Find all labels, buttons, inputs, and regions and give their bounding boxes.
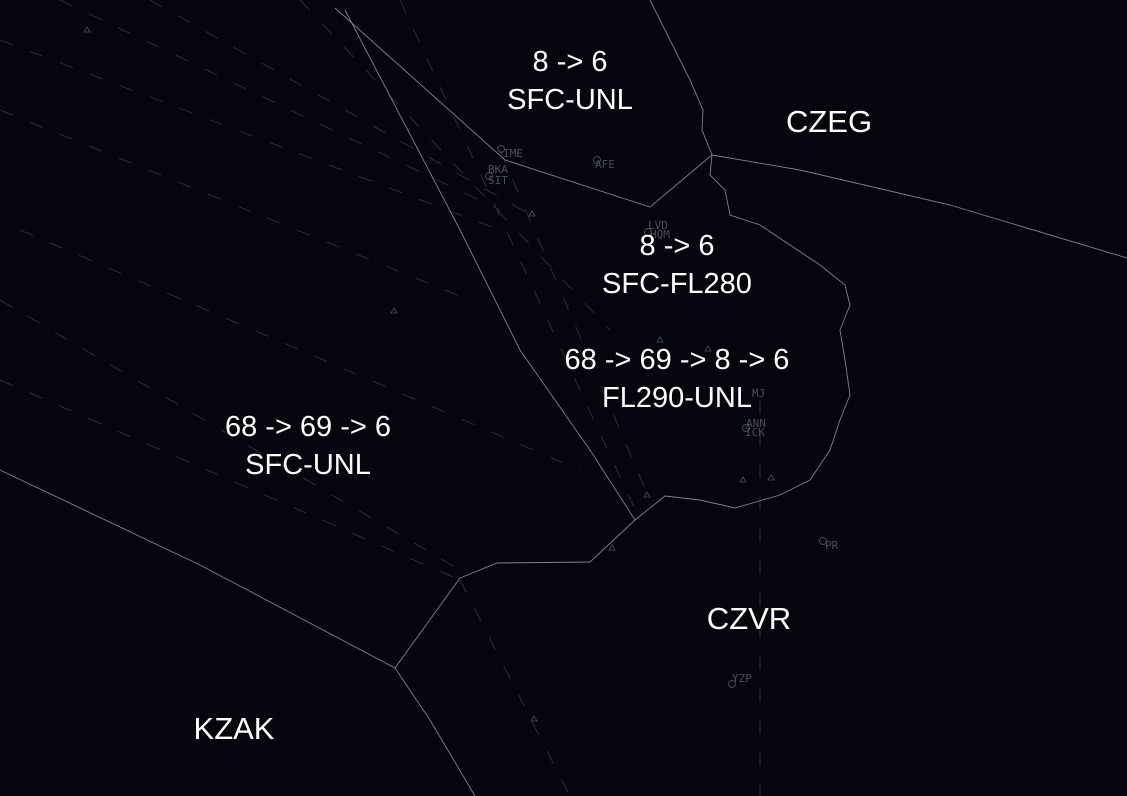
fix-label: BKA [488,163,508,176]
sector-sequence: 68 -> 69 -> 8 -> 6 [564,344,790,376]
czeg-boundary [711,154,1127,259]
triangle-icon [608,544,616,551]
triangle-icon [390,307,398,314]
triangle-icon [739,476,747,483]
airway-route [59,0,501,211]
fix-label: MJ [752,387,765,400]
airway-route [0,379,461,581]
airway-route [459,579,571,796]
fix-label: LVD [648,219,668,232]
fix-bka[interactable]: BKA [488,163,508,176]
vor-icon [485,172,493,180]
fix-lvd[interactable]: LVD [648,219,668,232]
airway-route [0,109,471,301]
sector-label-east-high: 68 -> 69 -> 8 -> 6 FL290-UNL [565,341,790,417]
fix-yzp[interactable]: YZP [728,672,753,688]
kzak-boundary-south [394,667,476,796]
vor-icon [728,680,736,688]
triangle-icon [528,210,536,217]
triangle-icon [530,715,538,722]
vor-icon [593,156,601,164]
sector-label-west: 68 -> 69 -> 6 SFC-UNL [225,408,391,484]
fix-sit[interactable]: SIT [485,172,509,188]
north-sector-boundary [334,0,713,208]
triangle-icon [643,491,651,498]
east-sector-boundary [634,154,851,521]
airway-route [0,299,461,571]
kzak-boundary-north [0,469,461,669]
south-sector-boundary [459,519,636,579]
airway-route [19,229,581,471]
fix-label: AFE [595,158,615,171]
fir-label-czeg: CZEG [785,104,873,139]
sector-label-north: 8 -> 6 SFC-UNL [507,43,633,119]
airway-route [0,39,501,231]
fix-label: HQM [650,228,670,241]
airway-route [499,149,651,501]
navaid-triangles [83,26,775,722]
sector-altitude: FL290-UNL [602,382,752,414]
fix-label: ICK [745,426,765,439]
fix-label: SIT [488,174,508,187]
airway-routes [0,0,761,796]
fix-mj[interactable]: MJ [752,387,765,400]
triangle-icon [767,474,775,481]
fix-label: PR [825,539,839,552]
fir-label-czvr: CZVR [706,601,792,636]
sector-altitude: SFC-UNL [507,84,633,116]
fix-hqm[interactable]: HQM [644,228,671,241]
sector-sequence: 8 -> 6 [532,46,608,78]
fir-label-kzak: KZAK [193,711,275,746]
airway-route [149,0,541,221]
fix-ick[interactable]: ICK [742,424,766,440]
west-sector-divider [344,9,636,521]
airway-route [299,0,611,331]
fix-pr[interactable]: PR [819,537,839,553]
fix-afe[interactable]: AFE [593,156,615,172]
vor-icon [819,537,827,545]
vor-icon [742,424,750,432]
triangle-icon [83,26,91,33]
fix-ime[interactable]: IME [497,145,523,161]
fixes: IME BKA SIT AFE LVD HQM MJ ANN ICK [485,145,839,688]
sector-altitude: SFC-FL280 [602,268,752,300]
sector-sequence: 8 -> 6 [639,230,715,262]
sector-altitude: SFC-UNL [245,449,371,481]
triangle-icon [656,336,664,343]
fix-label: IME [503,147,523,160]
sector-sequence: 68 -> 69 -> 6 [224,411,392,443]
triangle-icon [704,345,712,352]
vor-icon [644,228,652,236]
fix-label: ANN [746,417,766,430]
fix-label: YZP [732,672,752,685]
fix-ann[interactable]: ANN [746,417,766,430]
sector-label-east-low: 8 -> 6 SFC-FL280 [602,227,752,303]
vor-icon [497,145,505,153]
